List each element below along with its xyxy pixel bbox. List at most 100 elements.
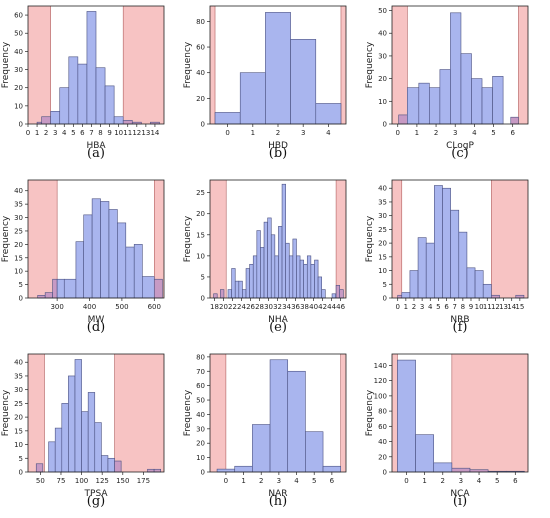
x-tick-label: 46 <box>336 303 345 311</box>
x-tick-label: 4 <box>294 477 299 485</box>
x-tick-label: 10 <box>475 303 484 311</box>
x-tick-label: 100 <box>75 477 88 485</box>
panel-label-g: (g) <box>86 494 106 509</box>
panel-label-b: (b) <box>268 146 288 161</box>
y-tick-label: 80 <box>196 18 205 26</box>
x-tick-label: 15 <box>515 303 524 311</box>
histogram-bar <box>68 375 76 473</box>
histogram-bar <box>292 238 297 299</box>
histogram-bar <box>482 283 492 299</box>
y-axis-label: Frequency <box>365 389 375 436</box>
histogram-bar <box>418 82 430 125</box>
x-tick-label: 400 <box>83 303 96 311</box>
y-tick-label: 25 <box>378 226 387 234</box>
excluded-region <box>123 6 164 124</box>
plot-frame <box>209 179 347 299</box>
histogram-bar <box>415 434 435 473</box>
histogram-bar <box>95 67 106 125</box>
panel-label-a: (a) <box>87 146 105 161</box>
excluded-region <box>518 6 528 124</box>
histogram-bar <box>61 403 69 473</box>
histogram-bar <box>125 246 135 299</box>
x-tick-label: 3 <box>53 129 57 137</box>
y-tick-label: 15 <box>196 231 205 239</box>
x-tick-label: 75 <box>57 477 66 485</box>
x-tick-label: 600 <box>148 303 161 311</box>
y-tick-label: 10 <box>14 441 23 449</box>
x-tick-label: 5 <box>491 129 495 137</box>
x-tick-label: 0 <box>395 303 399 311</box>
y-tick-label: 5 <box>19 281 23 289</box>
x-tick-label: 4 <box>428 303 433 311</box>
histogram-bar <box>91 198 101 299</box>
y-tick-label: 40 <box>196 69 205 77</box>
x-tick-label: 5 <box>436 303 440 311</box>
histogram-bar <box>439 69 451 125</box>
y-axis-label: Frequency <box>365 215 375 262</box>
x-tick-label: 5 <box>495 477 499 485</box>
y-tick-label: 30 <box>196 425 205 433</box>
y-tick-label: 20 <box>14 241 23 249</box>
histogram-bar <box>409 270 419 299</box>
histogram-bar <box>142 276 155 299</box>
histogram-bar <box>290 39 317 125</box>
excluded-region <box>491 180 528 298</box>
x-tick-label: 22 <box>228 303 237 311</box>
x-axis-label: HBA <box>86 141 106 151</box>
x-tick-label: 8 <box>461 303 465 311</box>
excluded-region <box>392 180 402 298</box>
histogram-bar <box>75 241 84 299</box>
x-tick-label: 9 <box>469 303 473 311</box>
y-tick-label: 10 <box>196 454 205 462</box>
x-tick-label: 4 <box>472 129 477 137</box>
y-tick-label: 5 <box>201 273 205 281</box>
x-axis-label: NHA <box>268 315 289 325</box>
x-tick-label: 300 <box>50 303 63 311</box>
histogram-bar <box>44 292 53 299</box>
x-tick-label: 0 <box>26 129 30 137</box>
x-tick-label: 2 <box>441 477 445 485</box>
x-tick-label: 9 <box>107 129 111 137</box>
y-tick-label: 10 <box>14 268 23 276</box>
histogram-bar <box>147 468 155 473</box>
x-tick-label: 0 <box>225 129 229 137</box>
y-tick-label: 35 <box>14 201 23 209</box>
x-tick-label: 500 <box>115 303 128 311</box>
histogram-bar <box>133 244 143 299</box>
histogram-bar <box>252 255 258 299</box>
plot-frame <box>391 179 529 299</box>
excluded-region <box>114 354 164 472</box>
y-tick-label: 15 <box>14 254 23 262</box>
x-tick-label: 1 <box>404 303 408 311</box>
excluded-region <box>336 180 346 298</box>
histogram-bar <box>81 411 89 473</box>
histogram-bar <box>331 293 336 299</box>
histogram-bar <box>425 242 435 299</box>
histogram-bar <box>114 460 122 473</box>
x-tick-label: 12 <box>132 129 141 137</box>
histogram-bar <box>451 467 471 473</box>
histogram-bar <box>450 12 462 125</box>
histogram-bar <box>460 53 472 125</box>
histogram-bar <box>245 268 250 299</box>
y-axis-label: Frequency <box>365 41 375 88</box>
x-tick-label: 6 <box>513 477 518 485</box>
x-tick-label: 3 <box>301 129 305 137</box>
x-tick-label: 26 <box>246 303 255 311</box>
x-axis-label: NAR <box>268 489 287 499</box>
y-tick-label: 50 <box>196 397 205 405</box>
histogram-bar <box>63 278 77 299</box>
y-tick-label: 0 <box>19 295 23 303</box>
plot-area: 0 1 2 3 4 5 6 7 8 9 10 11 12 13 14 150510152025303540NR… <box>365 179 529 325</box>
y-tick-label: 0 <box>383 469 387 477</box>
y-tick-label: 10 <box>378 267 387 275</box>
y-axis-label: Frequency <box>183 41 193 88</box>
x-tick-label: 3 <box>277 477 281 485</box>
y-tick-label: 0 <box>201 121 205 129</box>
histogram-bar <box>117 222 127 299</box>
y-tick-label: 20 <box>14 414 23 422</box>
histogram-bar <box>466 267 476 299</box>
excluded-region <box>154 180 164 298</box>
